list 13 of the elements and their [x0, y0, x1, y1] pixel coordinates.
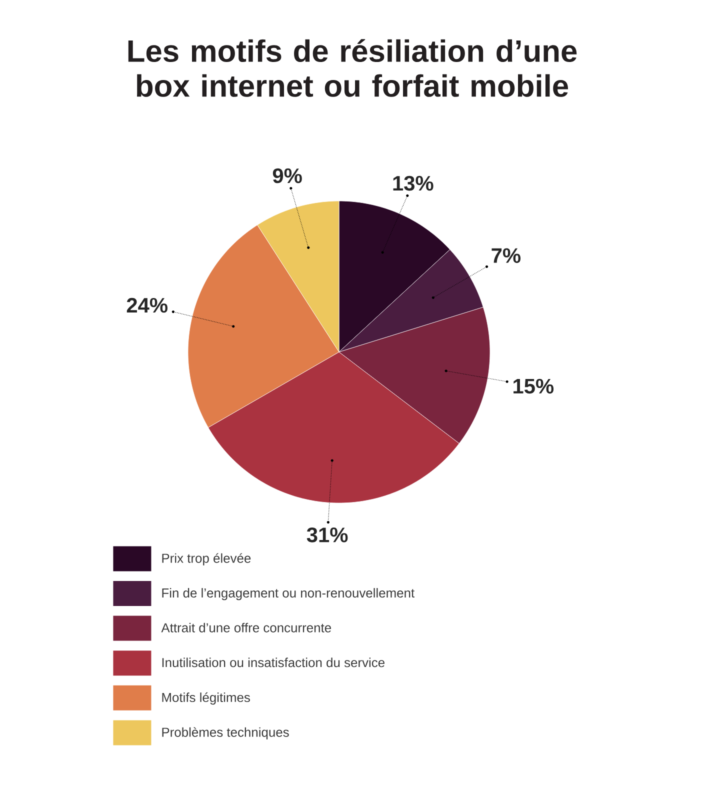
chart-title: Les motifs de résiliation d’une box internet ou forfait mobile: [128, 39, 577, 97]
legend-label: Motifs légitimes: [162, 692, 250, 705]
legend-label: Attrait d’une offre concurrente: [161, 622, 331, 632]
legend-label: Problèmes techniques: [162, 727, 289, 740]
legend-label: Inutilisation ou insatisfaction du service: [162, 658, 384, 668]
legend-label: Prix trop élevée: [162, 553, 251, 566]
data-label: 31%: [306, 528, 348, 542]
data-label: 9%: [272, 168, 302, 184]
data-label: 15%: [514, 378, 554, 394]
legend-label: Fin de l’engagement ou non-renouvellement: [162, 588, 414, 600]
data-label: 24%: [126, 298, 168, 313]
data-label: 7%: [492, 248, 521, 263]
data-label: 13%: [393, 176, 434, 191]
